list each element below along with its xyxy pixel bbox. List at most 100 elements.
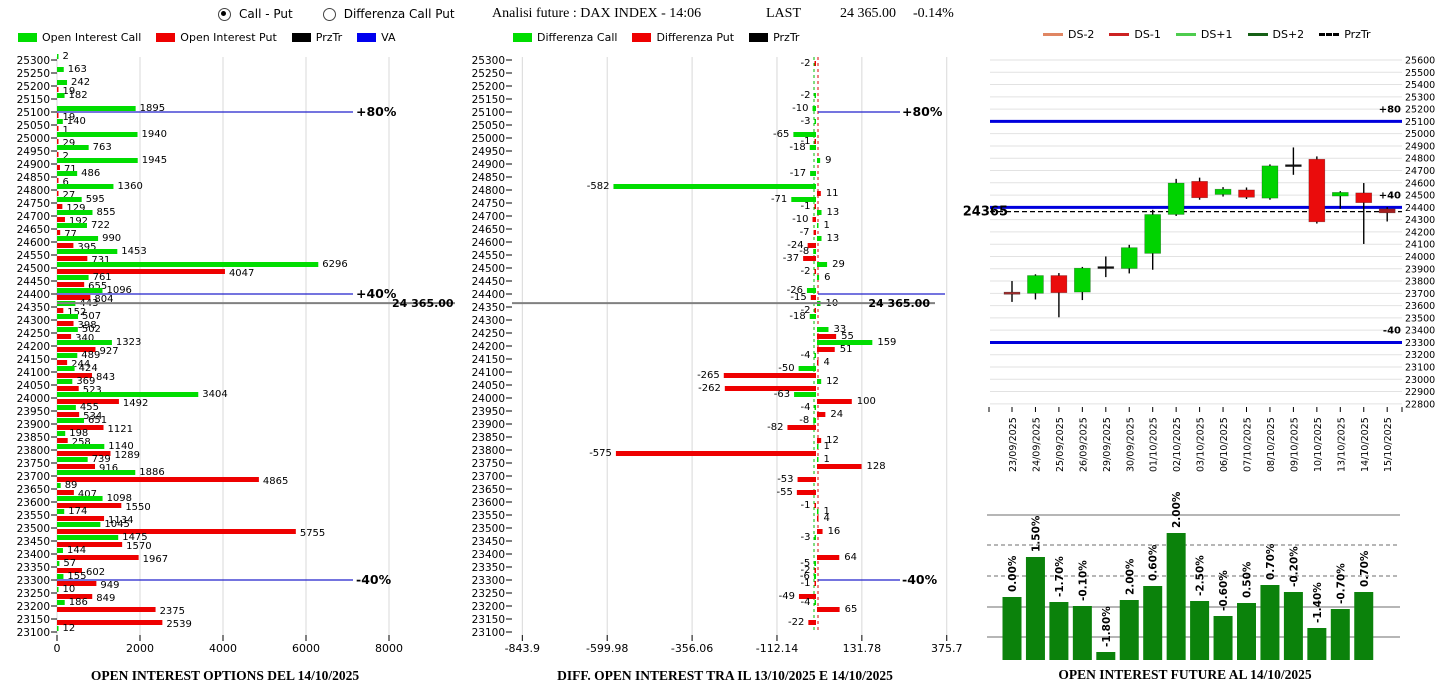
put-diff-value: -82 xyxy=(767,422,783,433)
radio-differenza-call-put[interactable] xyxy=(322,7,336,21)
put-value: 244 xyxy=(71,359,90,370)
legend-swatch xyxy=(357,33,377,42)
strike-label: 24550 xyxy=(17,250,50,262)
legend-swatch xyxy=(156,33,176,42)
put-value: 2539 xyxy=(166,619,191,630)
strike-label: 23650 xyxy=(472,484,505,496)
call-diff-value: -3 xyxy=(801,532,811,543)
call-value: 144 xyxy=(67,545,86,556)
date-label: 09/10/2025 xyxy=(1289,417,1300,472)
x-tick-label: 131.78 xyxy=(843,642,882,655)
strike-label: 24850 xyxy=(17,172,50,184)
put-diff-bar xyxy=(817,607,840,612)
put-diff-value: -15 xyxy=(790,292,806,303)
put-value: 29 xyxy=(63,138,76,149)
put-bar xyxy=(57,568,82,573)
strike-label: 24750 xyxy=(472,198,505,210)
legend-item: DS-2 xyxy=(1043,28,1094,41)
strike-label: 23900 xyxy=(17,419,50,431)
put-diff-value: -2 xyxy=(801,565,811,576)
y-tick-label: 25000 xyxy=(1405,129,1435,140)
put-diff-value: -1 xyxy=(801,578,811,589)
legend-label: PrzTr xyxy=(1344,28,1371,41)
strike-label: 25150 xyxy=(472,94,505,106)
strike-label: 24800 xyxy=(17,185,50,197)
strike-label: 24000 xyxy=(472,393,505,405)
future-oi-bar xyxy=(1049,602,1069,660)
call-bar xyxy=(57,561,60,566)
call-bar xyxy=(57,67,64,72)
call-value: 651 xyxy=(88,415,107,426)
y-tick-label: 24500 xyxy=(1405,191,1435,202)
call-diff-value: 6 xyxy=(824,272,830,283)
va-pct-label: -40% xyxy=(356,572,392,587)
put-diff-value: 4 xyxy=(824,513,830,524)
call-value: 763 xyxy=(93,142,112,153)
strike-label: 23250 xyxy=(472,588,505,600)
call-bar xyxy=(57,587,59,592)
legend-label: DS+2 xyxy=(1272,28,1305,41)
strike-label: 24300 xyxy=(17,315,50,327)
call-bar xyxy=(57,444,105,449)
legend-item: PrzTr xyxy=(1319,28,1371,41)
analysis-title: Analisi future : DAX INDEX - 14:06 xyxy=(492,6,702,21)
call-diff-bar xyxy=(809,314,816,319)
call-bar xyxy=(57,327,78,332)
date-label: 08/10/2025 xyxy=(1266,417,1277,472)
put-bar xyxy=(57,438,68,443)
call-value: 6296 xyxy=(322,259,347,270)
put-bar xyxy=(57,191,59,196)
strike-label: 23200 xyxy=(472,601,505,613)
call-diff-bar xyxy=(817,327,829,332)
va-pct-label: +40% xyxy=(356,286,397,301)
put-bar xyxy=(57,230,61,235)
pct-change-label: 0.70% xyxy=(1359,550,1371,587)
strike-label: 23550 xyxy=(472,510,505,522)
put-bar xyxy=(57,620,163,625)
put-value: 5755 xyxy=(300,528,325,539)
x-tick-label: 8000 xyxy=(375,642,403,655)
put-bar xyxy=(57,399,119,404)
call-diff-value: -10 xyxy=(792,103,808,114)
call-diff-value: 159 xyxy=(877,337,896,348)
call-value: 455 xyxy=(80,402,99,413)
y-tick-label: 23000 xyxy=(1405,375,1435,386)
candle-body xyxy=(1378,208,1396,214)
call-value: 182 xyxy=(69,90,88,101)
put-diff-value: -575 xyxy=(589,448,612,459)
legend-label: Differenza Call xyxy=(537,31,618,44)
strike-label: 23800 xyxy=(17,445,50,457)
chart-mode-radios: Call - Put Differenza Call Put xyxy=(218,7,455,21)
legend-item: Differenza Put xyxy=(632,31,734,44)
strike-label: 24500 xyxy=(17,263,50,275)
put-bar xyxy=(57,490,74,495)
call-diff-bar xyxy=(814,405,816,410)
call-diff-value: -18 xyxy=(789,142,805,153)
legend-diff: Differenza Call Differenza Put PrzTr xyxy=(513,31,814,44)
call-value: 89 xyxy=(65,480,78,491)
put-diff-bar xyxy=(814,139,816,144)
radio-differenza-label: Differenza Call Put xyxy=(343,7,455,21)
call-value: 722 xyxy=(91,220,110,231)
strike-label: 24150 xyxy=(17,354,50,366)
put-diff-value: -1 xyxy=(801,201,811,212)
y-tick-label: 23700 xyxy=(1405,289,1435,300)
legend-item: Open Interest Call xyxy=(18,31,141,44)
call-diff-value: 29 xyxy=(832,259,845,270)
call-diff-value: 1 xyxy=(824,220,830,231)
call-diff-bar xyxy=(817,262,828,267)
va-pct-label: +80% xyxy=(902,104,943,119)
put-diff-value: 51 xyxy=(840,344,853,355)
put-diff-bar xyxy=(797,477,816,482)
candle-body xyxy=(1214,188,1232,195)
strike-label: 24100 xyxy=(472,367,505,379)
put-diff-value: -2 xyxy=(801,58,811,69)
pct-change-label: 1.50% xyxy=(1030,515,1042,552)
strike-label: 25300 xyxy=(17,55,50,67)
date-label: 30/09/2025 xyxy=(1125,417,1136,472)
date-label: 03/10/2025 xyxy=(1196,417,1207,472)
strike-label: 24450 xyxy=(472,276,505,288)
radio-call-put[interactable] xyxy=(218,7,231,21)
call-bar xyxy=(57,366,75,371)
call-diff-value: -8 xyxy=(799,246,809,257)
